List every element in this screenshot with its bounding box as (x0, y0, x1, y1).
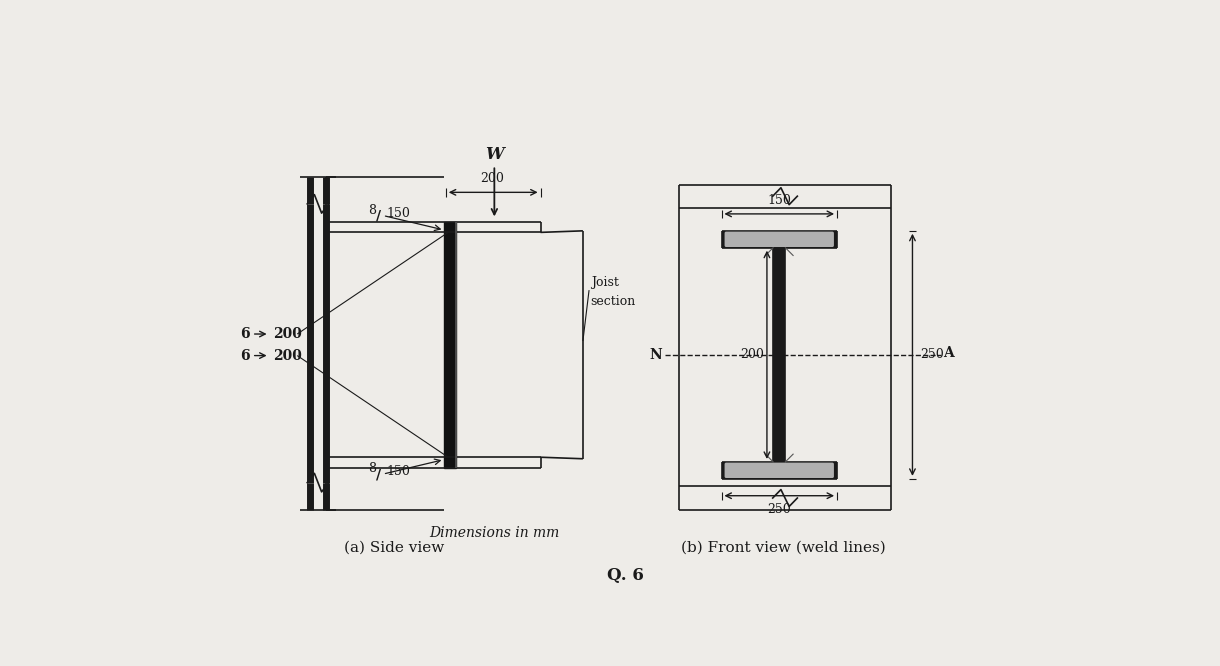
Text: (b) Front view (weld lines): (b) Front view (weld lines) (681, 541, 886, 555)
Bar (773, 248, 786, 462)
Text: 6: 6 (240, 327, 250, 341)
Text: A: A (943, 346, 954, 360)
Text: 8: 8 (368, 462, 376, 476)
Polygon shape (444, 222, 456, 468)
Text: 250: 250 (920, 348, 944, 362)
Bar (721, 462, 837, 479)
Text: 200: 200 (272, 348, 301, 362)
Text: 200: 200 (272, 327, 301, 341)
Text: /: / (376, 467, 381, 481)
Text: 150: 150 (387, 466, 410, 478)
Text: 8: 8 (368, 204, 376, 216)
Text: 150: 150 (767, 194, 792, 207)
Bar (721, 231, 837, 248)
Text: Q. 6: Q. 6 (606, 567, 644, 584)
Text: 200: 200 (741, 348, 764, 362)
Text: 250: 250 (767, 503, 791, 515)
Text: 6: 6 (240, 348, 250, 362)
Text: /: / (376, 208, 381, 222)
FancyBboxPatch shape (725, 232, 834, 247)
Text: 200: 200 (481, 172, 504, 185)
Text: W: W (486, 146, 504, 163)
FancyBboxPatch shape (725, 463, 834, 478)
Text: Dimensions in mm: Dimensions in mm (429, 525, 560, 539)
Text: N: N (649, 348, 662, 362)
Text: Joist
section: Joist section (590, 276, 636, 308)
Text: 150: 150 (387, 206, 410, 220)
Text: (a) Side view: (a) Side view (344, 541, 444, 555)
